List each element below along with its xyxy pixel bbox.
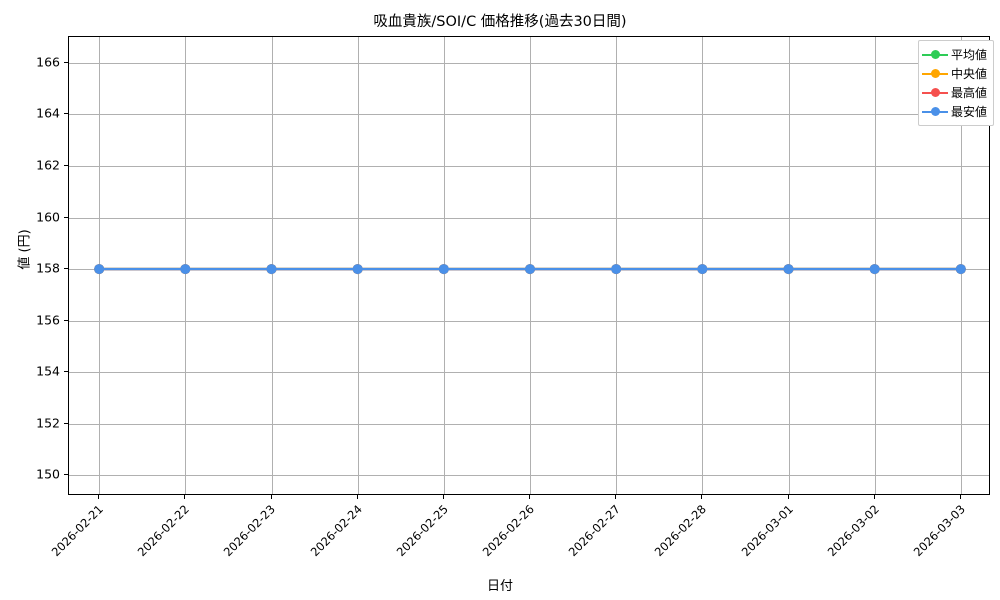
data-point	[352, 264, 363, 275]
x-axis-label: 日付	[486, 579, 513, 594]
x-tick-label: 2026-02-21	[48, 502, 107, 560]
gridline-horizontal	[69, 217, 989, 219]
data-point	[869, 264, 880, 275]
y-tick-label: 154	[36, 363, 60, 379]
data-point	[697, 264, 708, 275]
y-tick-label: 166	[36, 54, 60, 70]
data-point	[525, 264, 535, 275]
y-tick-label: 162	[36, 157, 60, 173]
legend-label: 中央値	[951, 67, 988, 81]
x-tick-mark	[98, 495, 100, 499]
data-point	[783, 264, 794, 275]
x-tick-mark	[356, 495, 358, 499]
y-axis-label: 値 (円)	[17, 229, 33, 270]
gridline-horizontal	[69, 475, 989, 477]
x-tick-label: 2026-02-23	[221, 502, 279, 560]
legend-swatch-icon	[922, 105, 948, 119]
x-tick-label: 2026-03-01	[738, 502, 796, 560]
x-tick-mark	[873, 495, 875, 499]
gridline-horizontal	[69, 62, 989, 64]
legend-swatch-icon	[922, 67, 948, 81]
x-tick-mark	[959, 495, 961, 499]
x-tick-mark	[615, 495, 617, 499]
data-point	[266, 264, 277, 275]
y-tick-label: 160	[36, 209, 60, 224]
y-tick-label: 164	[36, 105, 60, 121]
gridline-horizontal	[69, 372, 989, 374]
x-tick-label: 2026-02-26	[479, 502, 537, 560]
legend-label: 最高値	[951, 86, 988, 100]
x-tick-mark	[787, 495, 789, 499]
data-point	[180, 264, 191, 275]
x-tick-mark	[529, 495, 530, 499]
x-tick-label: 2026-02-27	[565, 502, 624, 560]
legend-item-4[interactable]: 最安値	[922, 102, 989, 121]
legend-item-3[interactable]: 最高値	[922, 83, 989, 102]
gridline-horizontal	[69, 165, 989, 167]
plot-area	[68, 36, 990, 495]
data-point	[611, 264, 622, 275]
legend-swatch-icon	[922, 48, 948, 62]
x-tick-label: 2026-02-25	[393, 502, 451, 560]
legend-item-2[interactable]: 中央値	[922, 64, 989, 83]
x-tick-label: 2026-02-24	[307, 502, 365, 560]
chart-title: 吸血貴族/SOI/C 価格推移(過去30日間)	[373, 14, 627, 30]
legend-label: 最安値	[951, 105, 988, 119]
legend-item-1[interactable]: 平均値	[922, 45, 989, 64]
legend-swatch-icon	[922, 86, 948, 100]
series-4	[94, 264, 966, 275]
data-point	[94, 264, 105, 275]
x-axis-ticks: 2026-02-21 2026-02-22 2026-02-23 2026-02-24…	[49, 495, 990, 595]
y-tick-label: 150	[36, 466, 60, 482]
gridline-horizontal	[69, 114, 989, 116]
y-tick-label: 152	[36, 415, 60, 431]
gridline-horizontal	[69, 320, 989, 322]
data-point	[955, 264, 966, 275]
x-tick-mark	[442, 495, 444, 499]
chart-legend: 平均値中央値最高値最安値	[918, 40, 994, 126]
y-tick-label: 156	[36, 312, 60, 328]
series-layer	[94, 264, 966, 275]
legend-label: 平均値	[951, 48, 988, 62]
x-tick-mark	[184, 495, 186, 499]
y-tick-label: 158	[36, 260, 60, 276]
x-tick-mark	[701, 495, 703, 499]
x-tick-label: 2026-02-22	[135, 502, 193, 560]
x-tick-label: 2026-03-03	[910, 502, 968, 560]
data-point	[438, 264, 449, 275]
x-tick-label: 2026-03-02	[824, 502, 882, 560]
x-tick-mark	[270, 495, 272, 499]
x-tick-label: 2026-02-28	[652, 502, 710, 560]
gridline-horizontal	[69, 423, 989, 425]
